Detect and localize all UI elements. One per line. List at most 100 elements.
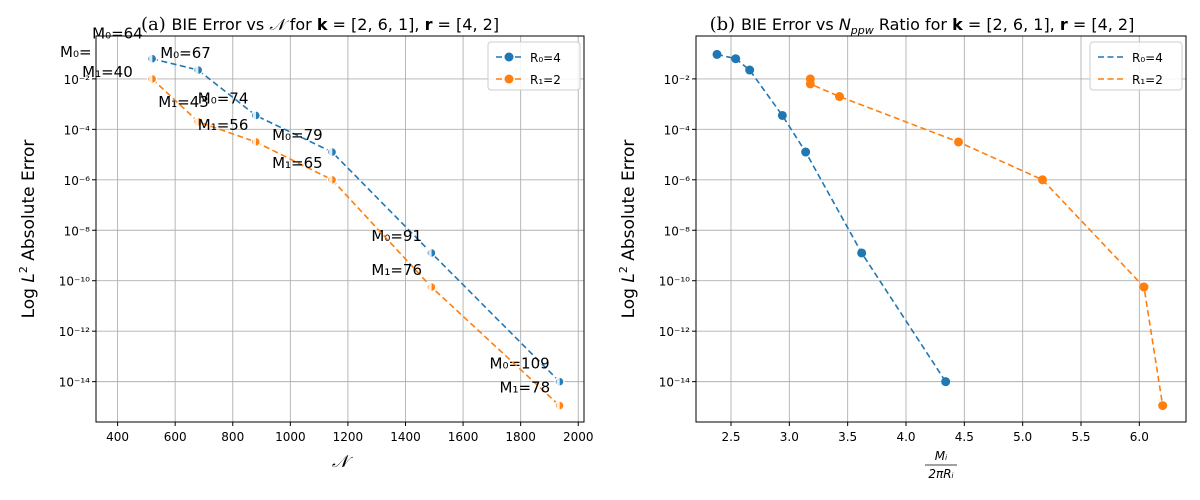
data-point (712, 49, 722, 59)
legend-entry: R₀=4 (1132, 51, 1163, 65)
x-tick-label: 1000 (275, 430, 306, 444)
marker-highlight (428, 247, 432, 258)
chart-panel-b: 2.5 3.0 3.5 4.0 4.5 5.0 5.5 6.0 10⁻¹⁴ 10⁻¹² 10⁻¹⁰ 1… (617, 14, 1187, 481)
marker-highlight (329, 174, 333, 185)
x-tick-label: 400 (106, 430, 129, 444)
ylabel-symbol: L (19, 273, 39, 282)
title-part: = [4, 2] (432, 15, 499, 34)
chart-title: (a) BIE Error vs 𝒩 for k = [2, 6, 1], r … (141, 14, 499, 35)
x-axis-label-numerator: Mᵢ (935, 449, 948, 463)
ylabel-symbol: L (619, 273, 639, 282)
series-line-1 (151, 78, 561, 407)
x-tick-label: 6.0 (1130, 430, 1149, 444)
ylabel-part: Absolute Error (619, 140, 639, 267)
data-label: M₁=43 (158, 93, 209, 111)
x-tick-label: 800 (221, 430, 244, 444)
marker-highlight (556, 400, 560, 411)
ylabel-superscript: 2 (17, 266, 30, 273)
marker-highlight (329, 147, 333, 158)
y-tick-label: 10⁻¹⁰ (659, 275, 690, 289)
y-tick-label: 10⁻² (664, 73, 691, 87)
data-point (777, 110, 787, 120)
data-label: M₁=76 (371, 261, 422, 279)
ylabel-part: Log (19, 283, 39, 319)
title-part: for (285, 15, 317, 34)
x-tick-label: 2.5 (721, 430, 740, 444)
data-label: M₀=91 (371, 227, 422, 245)
title-bold: r (1060, 15, 1068, 34)
y-tick-label: 10⁻⁶ (664, 174, 691, 188)
data-label-overlap: M₀= (60, 43, 92, 61)
data-label: M₁=78 (500, 379, 551, 397)
data-point (835, 92, 844, 102)
x-tick-label: 3.0 (780, 430, 799, 444)
x-tick-label: 3.5 (838, 430, 857, 444)
y-tick-label: 10⁻¹² (59, 325, 90, 339)
marker-highlight (195, 65, 199, 76)
title-bold: r (425, 15, 433, 34)
plot-frame (95, 35, 585, 423)
x-tick-label: 4.0 (896, 430, 915, 444)
series-line-0 (716, 53, 947, 383)
chart-title: (b) BIE Error vs Nppw Ratio for k = [2, … (710, 14, 1135, 37)
title-part: Ratio for (874, 15, 952, 34)
series-line-1 (809, 78, 1164, 406)
y-axis-label: Log L2 Absolute Error (617, 140, 639, 319)
title-part: = [4, 2] (1068, 15, 1135, 34)
data-label: M₁=40 (82, 63, 133, 81)
ylabel-part: Absolute Error (19, 140, 39, 267)
data-point (941, 377, 951, 387)
chart-panel-a: 400 600 800 1000 1200 1400 1600 1800 2000 10⁻¹⁴ 10… (17, 14, 594, 472)
legend-box (1089, 41, 1183, 91)
plot-frame (695, 35, 1187, 423)
title-bold: k (952, 15, 963, 34)
series-line-0 (151, 57, 561, 383)
data-point (1139, 282, 1149, 292)
x-axis-label: 𝒩 (332, 452, 354, 472)
y-tick-label: 10⁻¹⁰ (59, 275, 90, 289)
data-point (745, 65, 755, 75)
title-part: = [2, 6, 1], (963, 15, 1060, 34)
legend-entry: R₁=2 (530, 73, 561, 87)
y-tick-label: 10⁻⁶ (64, 174, 91, 188)
marker-highlight (252, 136, 256, 147)
data-point (954, 137, 963, 147)
x-axis-label-denominator: 2πRᵢ (928, 467, 953, 481)
legend-entry: R₁=2 (1132, 73, 1163, 87)
marker-highlight (556, 376, 560, 387)
y-tick-label: 10⁻⁸ (64, 224, 91, 238)
y-tick-label: 10⁻¹² (659, 325, 690, 339)
x-tick-label: 5.0 (1013, 430, 1032, 444)
y-tick-label: 10⁻⁴ (664, 123, 691, 137)
y-tick-label: 10⁻² (64, 73, 91, 87)
x-tick-label: 600 (164, 430, 187, 444)
data-label: M₀=109 (490, 355, 550, 373)
title-part: BIE Error vs (741, 15, 839, 34)
x-tick-label: 1600 (448, 430, 479, 444)
title-subscript: ppw (850, 24, 874, 37)
marker-highlight (195, 116, 199, 127)
y-tick-label: 10⁻¹⁴ (59, 376, 90, 390)
data-label: M₁=65 (272, 154, 323, 172)
y-tick-label: 10⁻⁸ (664, 224, 691, 238)
data-label: M₀=67 (160, 44, 211, 62)
ylabel-superscript: 2 (617, 266, 630, 273)
x-tick-label: 1200 (333, 430, 364, 444)
x-tick-label: 1800 (505, 430, 536, 444)
data-point (731, 54, 741, 64)
y-tick-label: 10⁻¹⁴ (659, 376, 690, 390)
legend-marker (504, 52, 514, 62)
x-tick-label: 5.5 (1071, 430, 1090, 444)
data-label: M₀=64 (92, 25, 143, 43)
ylabel-part: Log (619, 283, 639, 319)
y-axis-label: Log L2 Absolute Error (17, 140, 39, 319)
legend-marker (504, 74, 514, 84)
data-point (1038, 175, 1047, 185)
title-bold: k (317, 15, 328, 34)
data-label: M₁=56 (198, 116, 249, 134)
x-tick-label: 1400 (390, 430, 421, 444)
data-label: M₀=74 (198, 89, 249, 107)
marker-highlight (252, 110, 256, 121)
data-point (857, 248, 867, 258)
